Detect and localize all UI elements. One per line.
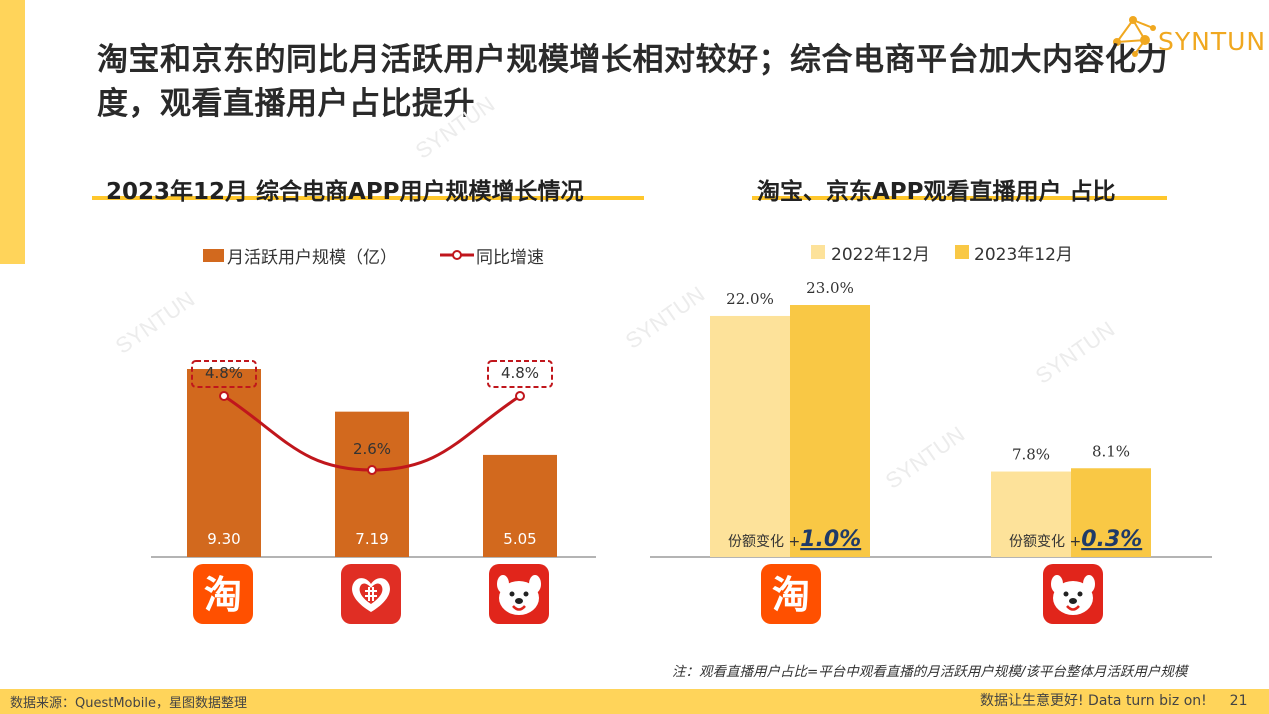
share-bar xyxy=(1071,468,1151,557)
taobao-app-icon: 淘 xyxy=(193,564,253,624)
mau-bar xyxy=(483,454,557,557)
legend-swatch-bar xyxy=(203,249,224,262)
legend-label: 2022年12月 xyxy=(831,245,930,265)
share-change-annotation: 份额变化 +1.0% xyxy=(728,527,861,552)
yoy-point xyxy=(515,391,525,401)
svg-text:淘: 淘 xyxy=(204,573,242,617)
share-change-prefix: 份额变化 + xyxy=(728,534,800,550)
footer-slogan: 数据让生意更好! Data turn biz on! 21 xyxy=(980,690,1248,710)
share-value-label: 8.1% xyxy=(1092,442,1130,460)
legend-label: 同比增速 xyxy=(476,248,544,268)
yoy-value-label: 4.8% xyxy=(501,364,539,382)
share-value-label: 22.0% xyxy=(726,290,774,308)
brand-name: SYNTUN xyxy=(1158,27,1267,56)
accent-bar xyxy=(0,0,25,264)
taobao-app-icon: 淘 xyxy=(761,564,821,624)
mau-bar-value-label: 5.05 xyxy=(503,530,536,548)
share-change-annotation: 份额变化 +0.3% xyxy=(1009,527,1142,552)
share-change-value: 1.0% xyxy=(800,527,861,552)
legend-label: 月活跃用户规模（亿） xyxy=(227,248,397,268)
share-value-label: 23.0% xyxy=(806,279,854,297)
share-change-value: 0.3% xyxy=(1081,527,1142,552)
footer-bar xyxy=(0,689,1269,714)
share-bar xyxy=(790,305,870,557)
legend-line-marker xyxy=(440,250,474,260)
slogan-text: 数据让生意更好! Data turn biz on! xyxy=(980,693,1207,709)
data-source: 数据来源：QuestMobile，星图数据整理 xyxy=(10,696,247,711)
legend-swatch-2023 xyxy=(955,245,969,259)
share-change-prefix: 份额变化 + xyxy=(1009,534,1081,550)
share-bar xyxy=(710,315,790,557)
footnote: 注：观看直播用户占比=平台中观看直播的月活跃用户规模/该平台整体月活跃用户规模 xyxy=(672,664,1188,680)
legend-swatch-2022 xyxy=(811,245,825,259)
svg-text:淘: 淘 xyxy=(772,573,810,617)
mau-bar-value-label: 7.19 xyxy=(355,530,388,548)
yoy-point xyxy=(367,465,377,475)
title-underline xyxy=(92,196,644,200)
yoy-point xyxy=(219,391,229,401)
share-bar xyxy=(991,471,1071,557)
page-title: 淘宝和京东的同比月活跃用户规模增长相对较好；综合电商平台加大内容化力度，观看直播… xyxy=(97,42,1168,122)
title-underline xyxy=(752,196,1167,200)
highlight-box xyxy=(191,360,257,388)
right-chart-title: 淘宝、京东APP观看直播用户 占比 xyxy=(757,179,1116,205)
yoy-value-label: 2.6% xyxy=(353,440,391,458)
mau-bar-value-label: 9.30 xyxy=(207,530,240,548)
jd-app-icon xyxy=(489,564,549,624)
pinduoduo-app-icon xyxy=(341,564,401,624)
jd-app-icon xyxy=(1043,564,1103,624)
yoy-value-label: 4.8% xyxy=(205,364,243,382)
left-chart-title: 2023年12月 综合电商APP用户规模增长情况 xyxy=(106,179,584,205)
page-number: 21 xyxy=(1229,693,1248,709)
highlight-box xyxy=(487,360,553,388)
syntun-logo-icon xyxy=(1113,16,1156,57)
mau-bar xyxy=(335,411,409,557)
share-value-label: 7.8% xyxy=(1012,446,1050,464)
legend-label: 2023年12月 xyxy=(974,245,1073,265)
